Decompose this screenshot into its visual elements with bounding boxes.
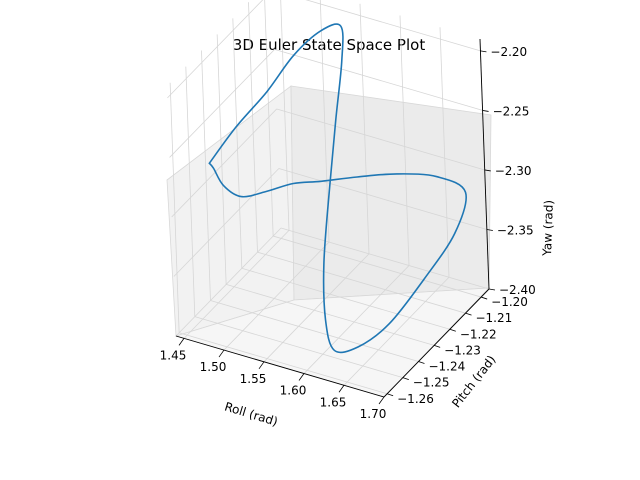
z-grid-back-4 <box>305 0 481 52</box>
z-grid-back-1 <box>278 168 487 230</box>
z-tick-label-3: −2.25 <box>493 104 530 118</box>
z-tick-label-2: −2.30 <box>495 164 532 178</box>
z-grid-back-3 <box>274 49 483 111</box>
y-grid-left-5 <box>248 2 258 253</box>
z-tick-label-4: −2.20 <box>490 45 527 59</box>
x-grid-floor-0 <box>183 230 290 339</box>
x-tick-2 <box>258 361 265 370</box>
y-grid-floor-6 <box>273 235 482 298</box>
x-tick-1 <box>218 349 225 358</box>
y-grid-floor-2 <box>210 300 419 362</box>
y-tick-label-4: −1.22 <box>460 327 497 341</box>
x-tick-label-5: 1.70 <box>360 407 387 421</box>
z-axis-label: Yaw (rad) <box>540 200 556 257</box>
y-grid-left-1 <box>185 66 196 317</box>
y-tick-1 <box>402 377 409 381</box>
z-tick-0 <box>488 288 496 291</box>
z-grid-back-2 <box>276 108 485 171</box>
x-tick-4 <box>338 385 345 393</box>
y-tick-5 <box>465 312 472 316</box>
z-grid-left-3 <box>169 49 275 158</box>
z-tick-2 <box>484 169 491 172</box>
x-tick-label-0: 1.45 <box>160 348 187 362</box>
z-tick-1 <box>486 229 493 231</box>
x-tick-0 <box>178 338 185 346</box>
y-tick-label-6: −1.20 <box>491 295 528 309</box>
axis-lines <box>175 38 490 398</box>
x-grid-floor-2 <box>263 253 370 363</box>
y-grid-floor-0 <box>179 332 388 395</box>
trajectory-series <box>208 23 467 354</box>
x-grid-floor-3 <box>303 265 410 374</box>
y-grid-floor-5 <box>257 251 466 314</box>
y-grid-left-4 <box>232 18 243 269</box>
x-tick-label-4: 1.65 <box>320 395 347 409</box>
x-tick-3 <box>298 373 305 381</box>
z-grid-left-4 <box>167 0 264 99</box>
z-tick-label-1: −2.35 <box>497 223 534 237</box>
x-grid-back-1 <box>319 0 330 243</box>
trajectory-line-0 <box>208 23 467 354</box>
y-grid-left-2 <box>201 50 211 301</box>
tick-marks <box>178 50 496 405</box>
chart-title: 3D Euler State Space Plot <box>233 36 426 54</box>
y-grid-left-3 <box>216 34 227 285</box>
grid-lines <box>167 0 490 398</box>
y-grid-left-6 <box>264 0 274 237</box>
y-tick-label-2: −1.24 <box>428 360 465 374</box>
y-grid-floor-1 <box>194 316 403 379</box>
tick-labels: 1.45 1.50 1.55 1.60 1.65 1.70 −1.26 −1.25 −1.24 −… <box>160 45 536 421</box>
z-grid-left-2 <box>171 108 278 218</box>
x-grid-floor-1 <box>223 241 330 351</box>
y-tick-label-1: −1.25 <box>413 376 450 390</box>
x-tick-label-2: 1.55 <box>240 372 267 386</box>
back-pane <box>290 85 492 301</box>
y-grid-floor-4 <box>241 267 450 330</box>
y-tick-label-0: −1.26 <box>397 392 434 406</box>
x-grid-back-4 <box>439 27 450 278</box>
z-grid-left-1 <box>173 168 280 277</box>
y-tick-2 <box>418 361 425 364</box>
x-tick-5 <box>378 396 385 405</box>
x-grid-back-0 <box>280 0 290 231</box>
y-grid-floor-3 <box>226 284 435 346</box>
z-grid-back-0 <box>280 227 490 290</box>
x-axis-label: Roll (rad) <box>223 399 280 428</box>
y-tick-label-5: −1.21 <box>475 311 512 325</box>
z-grid-left-0 <box>175 227 282 337</box>
x-tick-label-1: 1.50 <box>200 360 227 374</box>
x-tick-label-3: 1.60 <box>280 384 307 398</box>
y-tick-3 <box>434 345 441 348</box>
back-panes <box>166 85 492 398</box>
x-axis-line <box>175 335 385 398</box>
x-grid-back-3 <box>399 15 410 266</box>
y-tick-6 <box>481 296 488 300</box>
y-grid-left-0 <box>169 82 180 333</box>
z-tick-4 <box>480 50 487 53</box>
x-grid-back-2 <box>359 3 370 254</box>
x-grid-floor-4 <box>343 276 450 386</box>
z-tick-3 <box>482 110 489 112</box>
z-tick-label-0: −2.40 <box>499 283 536 297</box>
y-axis-line <box>383 288 490 398</box>
y-tick-0 <box>387 393 394 397</box>
y-tick-4 <box>449 328 456 332</box>
y-tick-label-3: −1.23 <box>444 343 481 357</box>
z-axis-line <box>479 38 490 290</box>
